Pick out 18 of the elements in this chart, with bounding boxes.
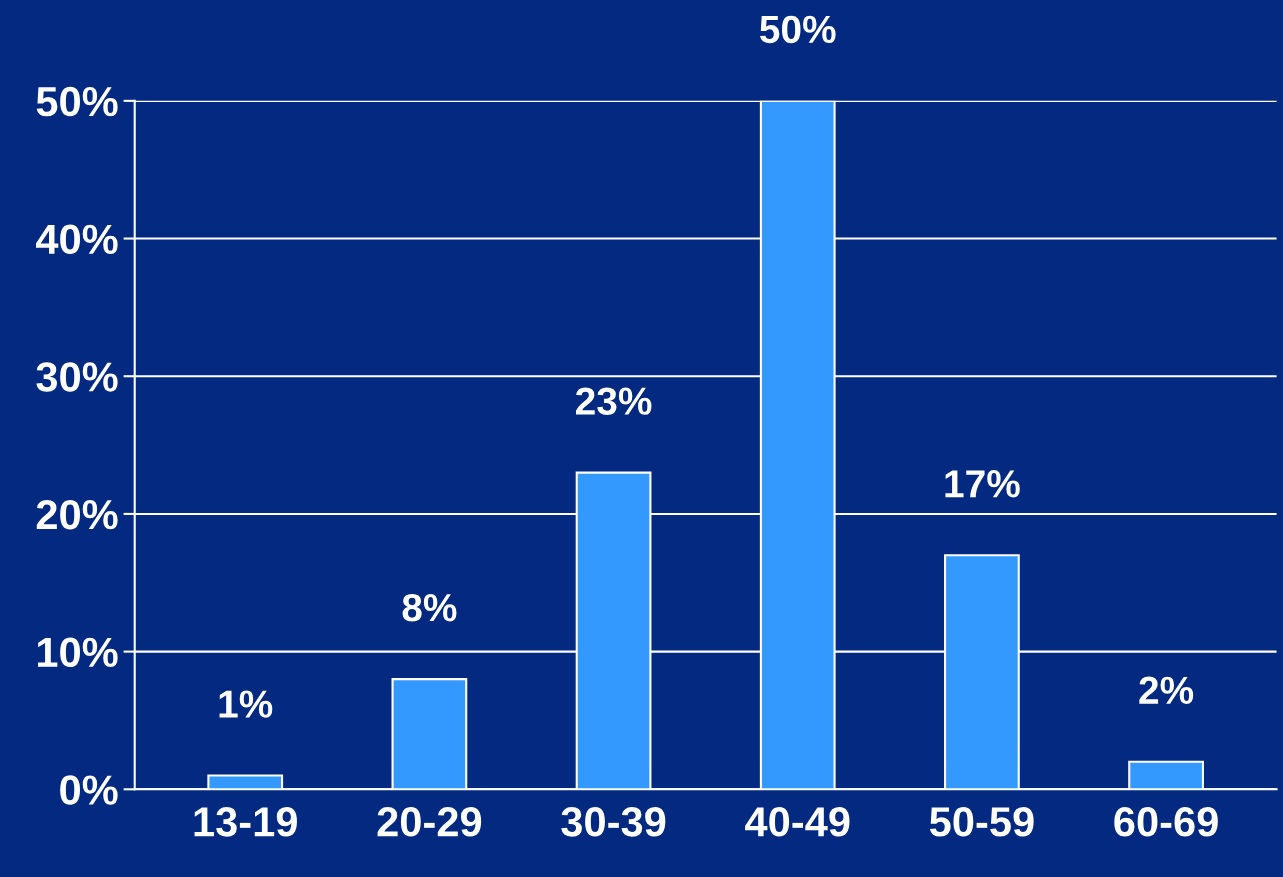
x-tick-label: 20-29 bbox=[377, 807, 482, 837]
data-label: 17% bbox=[945, 470, 1020, 498]
x-tick-label: 40-49 bbox=[745, 807, 850, 837]
x-tick-label: 30-39 bbox=[561, 807, 666, 837]
y-tick-label: 30% bbox=[36, 362, 118, 392]
x-tick-label: 50-59 bbox=[929, 807, 1034, 837]
y-tick-label: 50% bbox=[36, 86, 118, 117]
data-label: 23% bbox=[576, 387, 652, 415]
data-label: 50% bbox=[760, 15, 836, 44]
x-tick-label: 13-19 bbox=[194, 807, 297, 837]
y-tick-label: 20% bbox=[36, 499, 118, 530]
data-label: 1% bbox=[219, 690, 273, 718]
y-tick-label: 40% bbox=[35, 224, 118, 255]
y-tick-label: 10% bbox=[37, 637, 118, 668]
y-tick-label: 0% bbox=[60, 775, 118, 805]
x-tick-label: 60-69 bbox=[1114, 807, 1218, 837]
data-label: 2% bbox=[1139, 676, 1194, 704]
data-label: 8% bbox=[402, 593, 457, 622]
